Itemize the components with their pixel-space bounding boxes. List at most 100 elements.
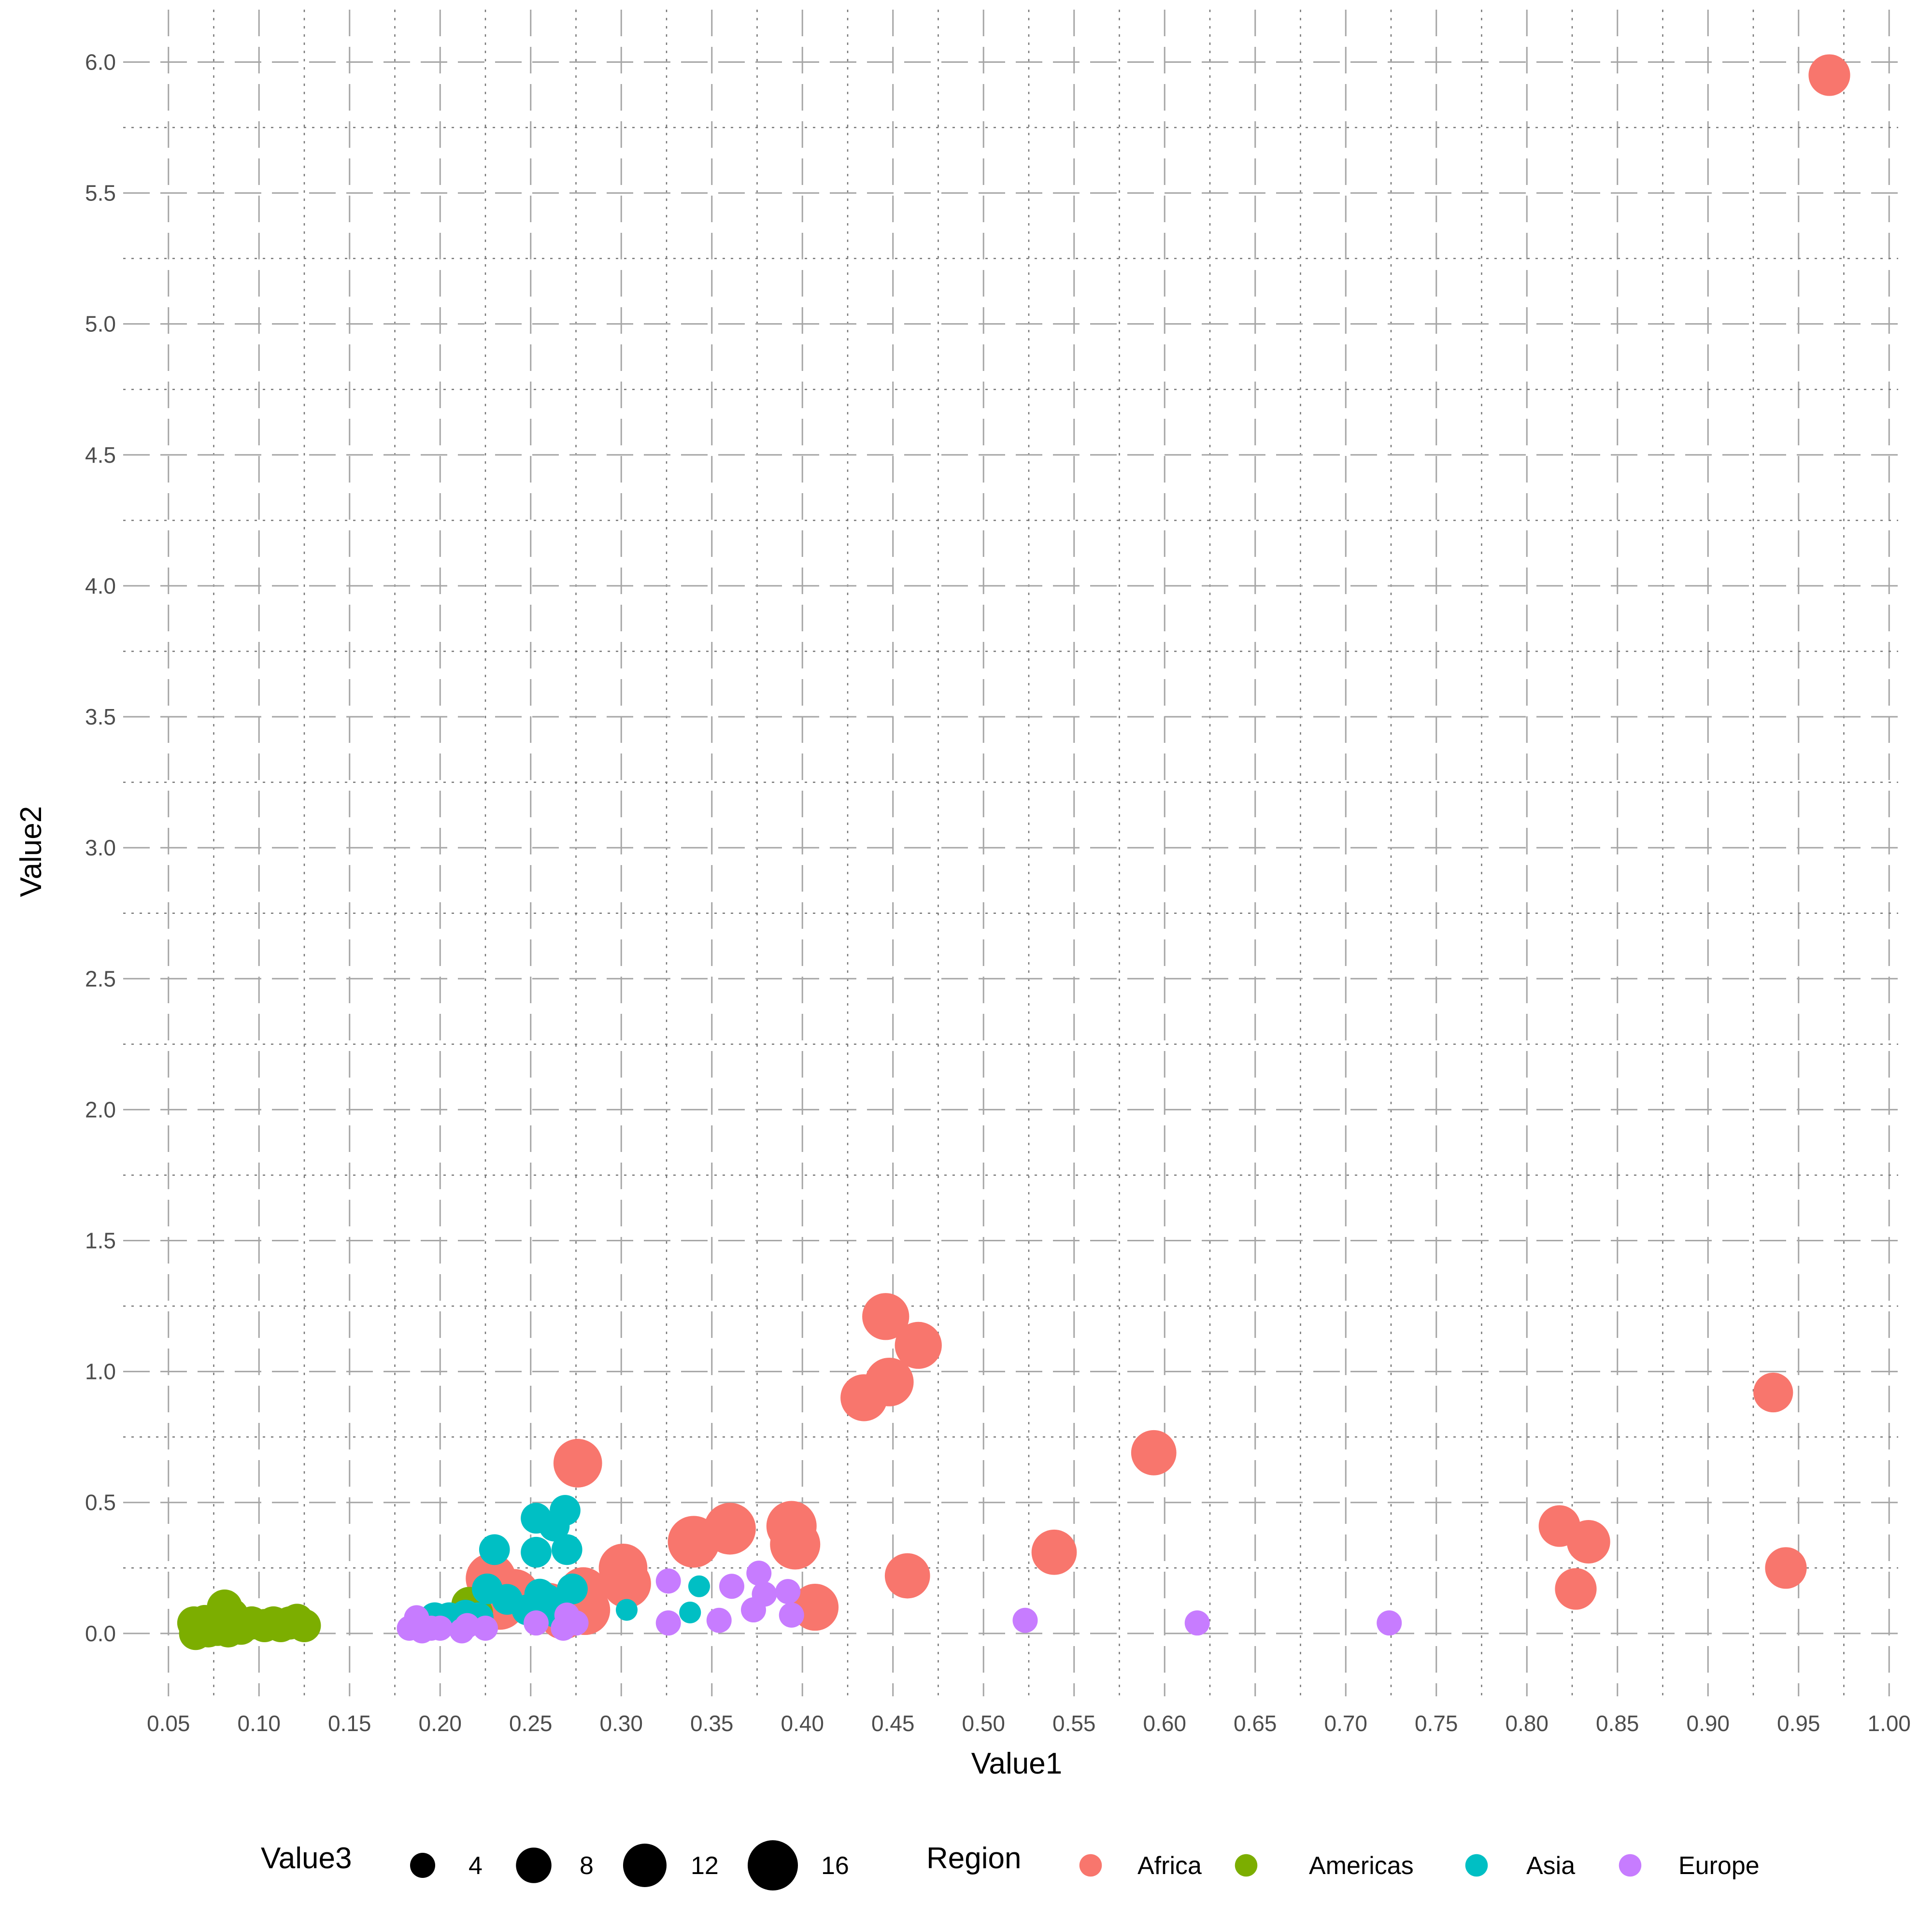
data-point bbox=[746, 1561, 772, 1586]
data-point bbox=[287, 1609, 321, 1642]
data-point bbox=[706, 1607, 732, 1633]
x-tick-label: 0.95 bbox=[1777, 1711, 1820, 1736]
x-tick-label: 0.90 bbox=[1686, 1711, 1730, 1736]
data-point bbox=[655, 1610, 681, 1636]
data-point bbox=[679, 1601, 701, 1624]
data-point bbox=[1131, 1430, 1177, 1476]
data-point bbox=[539, 1510, 570, 1542]
data-point bbox=[479, 1534, 510, 1565]
size-legend-key bbox=[623, 1843, 667, 1888]
x-tick-label: 0.75 bbox=[1415, 1711, 1458, 1736]
y-tick-label: 1.0 bbox=[85, 1359, 116, 1384]
x-tick-label: 0.05 bbox=[147, 1711, 190, 1736]
data-point bbox=[862, 1293, 909, 1340]
data-point bbox=[668, 1516, 720, 1568]
color-legend-items: Africa Americas Asia Europe bbox=[1079, 1852, 1760, 1880]
data-point bbox=[1753, 1372, 1793, 1413]
data-point bbox=[521, 1536, 552, 1568]
x-tick-label: 0.80 bbox=[1505, 1711, 1548, 1736]
data-point bbox=[427, 1616, 453, 1641]
y-tick-label: 3.0 bbox=[85, 835, 116, 860]
data-point bbox=[884, 1553, 930, 1599]
y-tick-label: 5.0 bbox=[85, 312, 116, 337]
data-point bbox=[779, 1602, 804, 1628]
y-tick-label: 5.5 bbox=[85, 181, 116, 206]
data-point bbox=[770, 1519, 821, 1570]
color-legend-label: Asia bbox=[1526, 1852, 1575, 1880]
y-tick-label: 4.5 bbox=[85, 442, 116, 468]
color-legend-title: Region bbox=[926, 1842, 1021, 1875]
size-legend-label: 8 bbox=[580, 1852, 594, 1880]
x-tick-label: 0.85 bbox=[1596, 1711, 1639, 1736]
x-tick-label: 0.70 bbox=[1324, 1711, 1367, 1736]
color-legend: Region Africa Americas Asia Europe bbox=[926, 1842, 1760, 1880]
data-point bbox=[1808, 54, 1850, 96]
size-legend-title: Value3 bbox=[261, 1842, 352, 1875]
data-point bbox=[524, 1610, 549, 1636]
color-legend-key bbox=[1465, 1854, 1488, 1877]
data-points bbox=[177, 54, 1850, 1650]
x-tick-label: 0.30 bbox=[599, 1711, 643, 1736]
y-tick-label: 2.5 bbox=[85, 966, 116, 991]
size-legend-label: 4 bbox=[469, 1852, 483, 1880]
y-tick-label: 0.5 bbox=[85, 1490, 116, 1515]
y-tick-label: 2.0 bbox=[85, 1097, 116, 1122]
color-legend-label: Americas bbox=[1309, 1852, 1414, 1880]
x-tick-label: 0.15 bbox=[328, 1711, 371, 1736]
color-legend-label: Africa bbox=[1137, 1852, 1202, 1880]
data-point bbox=[1377, 1610, 1402, 1636]
data-point bbox=[688, 1575, 710, 1597]
data-point bbox=[1555, 1568, 1597, 1610]
x-tick-label: 0.10 bbox=[237, 1711, 281, 1736]
data-point bbox=[895, 1321, 942, 1369]
x-tick-label: 0.35 bbox=[690, 1711, 734, 1736]
size-legend-items: 4 8 12 16 bbox=[410, 1840, 849, 1890]
data-point bbox=[473, 1616, 498, 1641]
data-point bbox=[615, 1599, 638, 1621]
x-tick-label: 0.55 bbox=[1052, 1711, 1096, 1736]
grid-lines bbox=[123, 10, 1898, 1696]
data-point bbox=[1765, 1547, 1807, 1589]
data-point bbox=[840, 1374, 888, 1421]
color-legend-key bbox=[1619, 1854, 1642, 1877]
x-axis-title: Value1 bbox=[971, 1747, 1062, 1780]
y-tick-label: 4.0 bbox=[85, 573, 116, 598]
data-point bbox=[563, 1610, 589, 1636]
data-point bbox=[1031, 1529, 1077, 1575]
x-tick-label: 0.65 bbox=[1234, 1711, 1277, 1736]
data-point bbox=[741, 1597, 766, 1623]
x-axis-ticks: 0.05 0.10 0.15 0.20 0.25 0.30 0.35 0.40 0.45 0.50… bbox=[147, 1711, 1911, 1736]
y-axis-ticks: 0.0 0.5 1.0 1.5 2.0 2.5 3.0 3.5 4.0 4.5 5.0 5.5 6.0 bbox=[85, 49, 116, 1646]
data-point bbox=[553, 1439, 602, 1488]
data-point bbox=[719, 1574, 744, 1599]
data-point bbox=[602, 1559, 651, 1608]
size-legend-key bbox=[410, 1853, 435, 1878]
y-tick-label: 3.5 bbox=[85, 704, 116, 729]
data-point bbox=[1012, 1607, 1038, 1633]
y-axis-title: Value2 bbox=[14, 806, 48, 897]
color-legend-label: Europe bbox=[1678, 1852, 1760, 1880]
x-tick-label: 1.00 bbox=[1867, 1711, 1911, 1736]
size-legend-key bbox=[748, 1840, 798, 1890]
x-tick-label: 0.45 bbox=[871, 1711, 915, 1736]
series-europe bbox=[397, 1561, 1402, 1644]
data-point bbox=[1538, 1505, 1580, 1547]
y-tick-label: 1.5 bbox=[85, 1228, 116, 1253]
data-point bbox=[551, 1534, 582, 1565]
color-legend-key bbox=[1079, 1854, 1102, 1877]
size-legend-key bbox=[516, 1847, 552, 1883]
data-point bbox=[1184, 1610, 1210, 1636]
y-tick-label: 0.0 bbox=[85, 1621, 116, 1646]
size-legend-label: 16 bbox=[821, 1852, 849, 1880]
x-tick-label: 0.60 bbox=[1143, 1711, 1186, 1736]
x-tick-label: 0.50 bbox=[962, 1711, 1005, 1736]
data-point bbox=[775, 1579, 801, 1605]
data-point bbox=[557, 1573, 588, 1605]
y-tick-label: 6.0 bbox=[85, 49, 116, 74]
x-tick-label: 0.25 bbox=[509, 1711, 553, 1736]
size-legend: Value3 4 8 12 16 bbox=[261, 1840, 849, 1890]
x-tick-label: 0.40 bbox=[781, 1711, 824, 1736]
color-legend-key bbox=[1235, 1854, 1258, 1877]
